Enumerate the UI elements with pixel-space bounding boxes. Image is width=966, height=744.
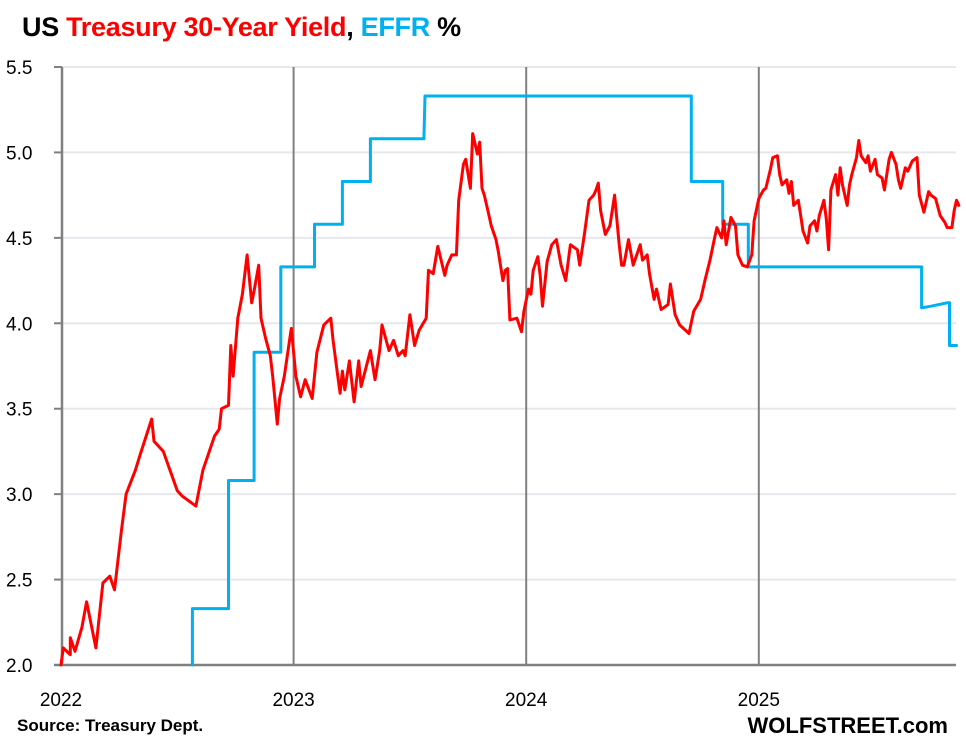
- y-tick-label: 4.0: [6, 314, 32, 335]
- y-axis-ticks: 2.0 2.5 3.0 3.5 4.0 4.5 5.0 5.5: [6, 58, 62, 677]
- x-axis-ticks: 2022 2023 2024 2025: [40, 690, 780, 711]
- y-tick-label: 5.5: [6, 58, 32, 79]
- brand-watermark: WOLFSTREET.com: [747, 713, 948, 738]
- gridlines: [62, 66, 956, 581]
- year-divider-lines: [292, 67, 760, 665]
- title-unit: %: [429, 12, 461, 42]
- x-tick-label: 2022: [40, 690, 82, 711]
- axes: [54, 67, 956, 667]
- y-tick-label: 3.0: [6, 485, 32, 506]
- title-treasury-series: Treasury 30-Year Yield: [66, 12, 347, 42]
- treasury-30y-series-line: [59, 132, 961, 667]
- y-tick-label: 2.0: [6, 656, 32, 677]
- y-tick-label: 2.5: [6, 571, 32, 592]
- x-tick-label: 2023: [272, 690, 314, 711]
- title-separator: ,: [346, 12, 361, 42]
- chart-title: US Treasury 30-Year Yield, EFFR %: [22, 12, 461, 43]
- title-effr-series: EFFR: [360, 12, 431, 42]
- x-tick-label: 2024: [505, 690, 548, 711]
- series-lines: [59, 94, 961, 667]
- source-note: Source: Treasury Dept.: [17, 716, 204, 735]
- y-tick-label: 3.5: [6, 400, 32, 421]
- x-tick-label: 2025: [738, 690, 780, 711]
- title-prefix: US: [22, 12, 67, 42]
- y-tick-label: 5.0: [6, 143, 32, 164]
- effr-series-line: [190, 94, 958, 667]
- y-tick-label: 4.5: [6, 229, 32, 250]
